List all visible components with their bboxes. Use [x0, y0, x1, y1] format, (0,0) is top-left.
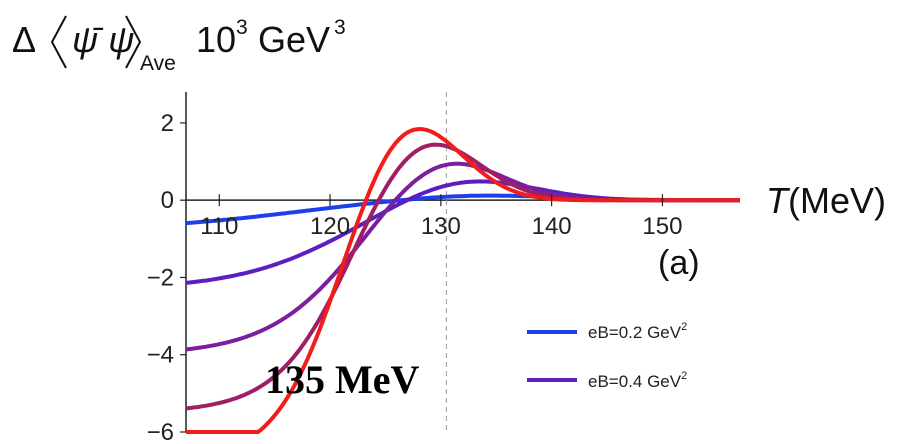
- legend-label-0: eB=0.2 GeV2: [588, 321, 687, 342]
- y-label-delta: Δ: [12, 19, 36, 60]
- x-label-unit: (MeV): [788, 180, 886, 221]
- x-tick-label-120: 120: [310, 213, 350, 240]
- y-label-symbol: ψ̄ ψ: [72, 19, 134, 60]
- svg-text:3: 3: [334, 16, 346, 39]
- y-label-units-rest: GeV: [258, 19, 330, 60]
- legend: eB=0.2 GeV2 eB=0.4 GeV2: [527, 321, 687, 391]
- y-tick-label-0: 2: [161, 110, 174, 137]
- svg-text:Ave: Ave: [140, 52, 176, 75]
- y-tick-label-3: −4: [147, 342, 174, 369]
- x-tick-label-130: 130: [421, 213, 461, 240]
- annotation-135-mev: 135 MeV: [265, 357, 420, 402]
- x-tick-label-150: 150: [642, 213, 682, 240]
- panel-label: (a): [658, 244, 700, 282]
- y-label-units-base: 10: [196, 19, 236, 60]
- y-tick-label-2: −2: [147, 264, 174, 291]
- y-tick-label-4: −6: [147, 419, 174, 444]
- svg-text:Δ: Δ: [12, 19, 36, 60]
- y-label-subscript: Ave: [140, 52, 176, 75]
- y-axis-label: Δ ψ̄ ψ Ave 10 3 GeV 3: [12, 16, 346, 75]
- y-label-units-exp: 3: [236, 16, 248, 39]
- svg-text:10: 10: [196, 19, 236, 60]
- svg-text:GeV: GeV: [258, 19, 330, 60]
- y-tick-label-1: 0: [161, 187, 174, 214]
- x-tick-label-110: 110: [200, 213, 238, 240]
- y-label-units-rest-exp: 3: [334, 16, 346, 39]
- x-axis-label: T(MeV): [766, 180, 886, 221]
- series-line-2: [186, 164, 740, 350]
- x-tick-label-140: 140: [532, 213, 572, 240]
- y-label-left-bracket: [52, 16, 66, 68]
- legend-label-1: eB=0.4 GeV2: [588, 370, 687, 391]
- svg-text:3: 3: [236, 16, 248, 39]
- svg-text:ψ̄ ψ: ψ̄ ψ: [72, 19, 134, 60]
